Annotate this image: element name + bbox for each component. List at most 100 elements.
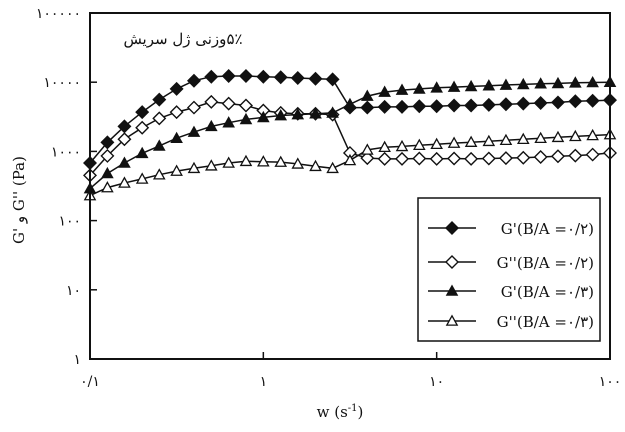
legend-label-4: G''(B/A =۰/۳) — [497, 313, 594, 331]
series-3-point — [239, 112, 253, 125]
series-2-point — [516, 150, 531, 165]
series-2-point — [135, 120, 150, 135]
y-tick-label: ۱۰ — [66, 283, 81, 299]
chart-annotation: ۵٪وزنی ژل سریش — [123, 30, 242, 48]
series-1-point — [169, 81, 184, 96]
series-4-point — [378, 140, 391, 153]
series-1-point — [395, 99, 409, 114]
legend-marker-4 — [445, 314, 459, 326]
legend: G'(B/A =۰/۲) G''(B/A =۰/۲) G'(B/A =۰/۳) G''… — [417, 197, 601, 342]
series-1-point — [256, 69, 271, 84]
series-1-point — [585, 93, 600, 108]
series-4-point — [152, 168, 166, 180]
series-3-point — [534, 77, 547, 89]
x-axis-label-main: w (s — [317, 403, 348, 421]
series-4-point — [447, 136, 461, 148]
series-1-point — [135, 105, 150, 120]
y-tick-label: ۱۰۰۰۰۰ — [36, 6, 81, 22]
series-2-point — [186, 100, 201, 115]
series-3-point — [257, 110, 270, 123]
series-2-point — [498, 151, 513, 166]
x-axis-label: w (s-1) — [317, 403, 364, 421]
series-2-point — [412, 151, 427, 166]
legend-label-1: G'(B/A =۰/۲) — [501, 220, 594, 238]
y-tick-label: ۱ — [73, 352, 81, 368]
series-1-point — [238, 68, 253, 83]
series-4-point — [291, 157, 305, 169]
series-4-point — [118, 176, 131, 188]
series-3-point — [222, 116, 235, 128]
series-1-point — [516, 96, 531, 111]
series-3-point — [430, 81, 443, 93]
series-3-point — [464, 79, 478, 92]
plot-frame — [89, 12, 611, 360]
legend-label-3: G'(B/A =۰/۳) — [501, 283, 594, 301]
series-1-point — [152, 92, 167, 107]
legend-marker-1 — [445, 221, 459, 235]
series-2-point — [464, 151, 479, 166]
series-1-point — [221, 68, 236, 83]
series-1-point — [550, 95, 565, 110]
series-4-point — [516, 132, 530, 145]
series-2-point — [447, 151, 462, 166]
series-4-point — [482, 134, 496, 147]
series-2-point — [169, 105, 184, 120]
series-3-point — [291, 108, 305, 120]
series-4-point — [239, 154, 253, 167]
series-3-point — [274, 108, 288, 121]
series-4-point — [257, 155, 270, 167]
series-3-point — [499, 78, 513, 90]
series-4-point — [101, 181, 114, 193]
series-2-point — [429, 151, 444, 166]
series-4-point — [135, 172, 149, 184]
x-tick-label: ۰/۱ — [80, 374, 100, 390]
series-3-point — [118, 156, 131, 168]
series-2-point — [100, 148, 115, 163]
y-tick-label: ۱۰۰۰ — [51, 144, 81, 160]
x-axis-label-close: ) — [358, 403, 364, 421]
series-3-point — [586, 75, 599, 88]
data-series — [83, 68, 617, 201]
series-4-point — [187, 161, 201, 174]
series-2-point — [395, 151, 409, 166]
y-tick-label: ۱۰۰ — [58, 214, 81, 230]
series-2-point — [377, 151, 392, 166]
series-4-point — [170, 164, 183, 176]
series-3-point — [516, 77, 530, 90]
series-4 — [83, 128, 617, 201]
series-1-point — [360, 100, 375, 115]
series-1-point — [273, 70, 288, 85]
series-3-point — [361, 89, 374, 101]
series-4-point — [464, 135, 478, 147]
series-4-point — [395, 139, 409, 152]
series-1-point — [325, 72, 340, 87]
series-3-point — [309, 107, 322, 119]
series-3-point — [135, 146, 149, 159]
series-2 — [83, 94, 617, 183]
series-3-point — [205, 119, 218, 132]
series-1-point — [447, 98, 462, 113]
series-3-point — [152, 139, 166, 151]
series-2-point — [117, 132, 132, 147]
series-4-point — [534, 131, 547, 144]
series-2-point — [360, 151, 375, 166]
series-3-point — [187, 125, 201, 137]
series-1-point — [412, 99, 427, 114]
series-3-point — [412, 82, 426, 94]
series-4-point — [326, 161, 339, 174]
series-1-point — [290, 71, 305, 85]
series-2-point — [585, 147, 600, 162]
series-4-point — [499, 133, 513, 146]
x-tick-label: ۱۰۰ — [599, 374, 622, 390]
legend-label-2: G''(B/A =۰/۲) — [497, 254, 594, 272]
series-2-point — [204, 94, 219, 109]
series-3-point — [343, 97, 357, 110]
legend-marker-2 — [445, 255, 459, 269]
series-2-point — [152, 111, 167, 126]
series-4-point — [551, 130, 565, 143]
series-3-point — [170, 131, 183, 144]
x-tick-label: ۱۰ — [429, 374, 444, 390]
series-1-point — [481, 97, 496, 112]
series-3-point — [447, 80, 461, 92]
